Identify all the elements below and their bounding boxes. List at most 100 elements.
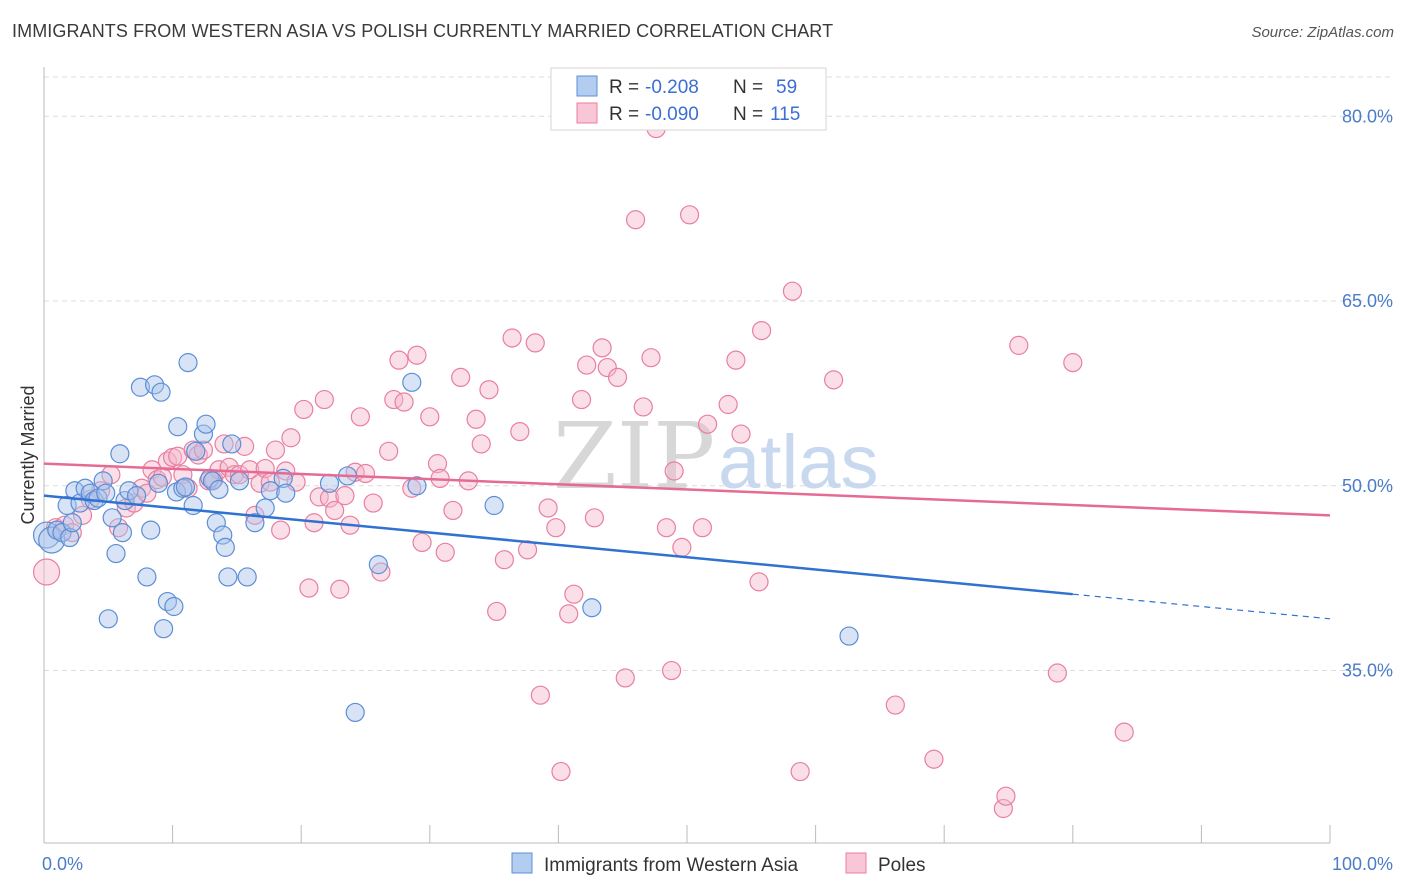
point-western-asia-58 <box>345 702 365 723</box>
point-western-asia-37 <box>183 495 203 516</box>
point-poles-107 <box>749 572 769 592</box>
point-poles-115 <box>996 786 1016 806</box>
series-legend-label-poles: Poles <box>878 855 926 876</box>
point-poles-110 <box>790 761 810 782</box>
point-poles-92 <box>615 668 635 688</box>
point-western-asia-15 <box>98 609 118 629</box>
point-poles-86 <box>571 389 592 410</box>
y-axis-title: Currently Married <box>18 385 38 524</box>
point-poles-89 <box>592 338 612 358</box>
point-western-asia-19 <box>112 522 133 543</box>
point-western-asia-56 <box>319 473 340 493</box>
point-western-asia-46 <box>215 537 235 557</box>
point-western-asia-24 <box>137 567 157 587</box>
point-western-asia-47 <box>218 567 238 587</box>
point-poles-27 <box>214 434 234 454</box>
point-western-asia-45 <box>213 525 233 545</box>
point-western-asia-33 <box>164 596 184 617</box>
point-poles-90 <box>597 357 617 378</box>
point-poles-79 <box>525 333 545 353</box>
point-poles-67 <box>435 542 455 562</box>
watermark-zip: ZIP <box>553 403 715 510</box>
point-western-asia-22 <box>126 486 147 506</box>
series-legend: Immigrants from Western Asia Poles <box>511 852 926 876</box>
point-poles-87 <box>577 355 597 375</box>
point-poles-85 <box>564 584 584 604</box>
point-western-asia-36 <box>178 353 198 373</box>
point-poles-59 <box>389 350 409 370</box>
point-western-asia-44 <box>209 479 229 500</box>
point-poles-98 <box>661 660 682 681</box>
point-poles-23 <box>193 440 214 460</box>
point-western-asia-49 <box>229 471 250 491</box>
point-western-asia-53 <box>260 481 280 501</box>
point-poles-118 <box>1063 353 1083 373</box>
point-poles-69 <box>451 367 471 387</box>
legend-swatch-blue <box>576 75 598 97</box>
point-poles-81 <box>538 498 558 518</box>
point-poles-3 <box>62 522 82 543</box>
legend-n-value-blue: 59 <box>776 77 797 98</box>
point-poles-46 <box>314 389 334 410</box>
chart-title: IMMIGRANTS FROM WESTERN ASIA VS POLISH C… <box>12 21 834 41</box>
point-poles-47 <box>319 488 340 508</box>
point-poles-40 <box>281 428 301 448</box>
point-poles-0 <box>32 558 61 586</box>
point-western-asia-17 <box>106 543 126 564</box>
point-poles-113 <box>924 749 944 769</box>
point-poles-72 <box>471 434 491 454</box>
point-western-asia-29 <box>153 619 174 639</box>
point-western-asia-18 <box>110 444 130 464</box>
point-poles-16 <box>157 451 178 471</box>
point-poles-103 <box>697 414 718 434</box>
stats-legend: R = -0.208 N = 59 R = -0.090 N = 115 <box>550 67 827 131</box>
point-poles-4 <box>72 505 93 525</box>
point-poles-106 <box>731 424 751 444</box>
trend-line-western-asia <box>43 494 1073 596</box>
point-western-asia-38 <box>186 441 206 461</box>
point-poles-83 <box>551 761 571 782</box>
point-poles-119 <box>1114 722 1134 742</box>
point-western-asia-27 <box>148 473 169 493</box>
point-poles-65 <box>427 454 448 474</box>
legend-r-label-pink: R = <box>609 104 639 125</box>
series-legend-swatch-western-asia <box>511 852 533 874</box>
x-tick-label-100: 100.0% <box>1332 854 1393 874</box>
point-poles-34 <box>250 473 270 493</box>
point-poles-94 <box>633 397 653 417</box>
legend-n-label-blue: N = <box>733 77 763 98</box>
point-western-asia-0 <box>32 521 61 549</box>
point-poles-114 <box>993 798 1013 819</box>
point-poles-38 <box>271 520 291 540</box>
point-poles-42 <box>294 399 314 420</box>
point-poles-57 <box>379 441 399 461</box>
trend-line-poles <box>43 462 1331 517</box>
point-western-asia-28 <box>151 382 171 402</box>
point-poles-117 <box>1047 663 1067 683</box>
point-poles-100 <box>672 537 692 557</box>
series-legend-swatch-poles <box>845 852 867 874</box>
point-poles-109 <box>782 281 803 301</box>
point-western-asia-26 <box>144 375 165 395</box>
point-western-asia-30 <box>157 591 178 612</box>
point-poles-45 <box>309 487 329 507</box>
point-western-asia-1 <box>38 526 66 554</box>
point-western-asia-13 <box>93 471 113 491</box>
point-poles-37 <box>265 440 286 460</box>
point-poles-53 <box>350 407 370 427</box>
legend-r-label-blue: R = <box>609 77 639 98</box>
point-poles-88 <box>584 508 605 528</box>
point-poles-54 <box>355 463 376 484</box>
point-western-asia-16 <box>102 508 122 528</box>
trend-line-western-asia-extension <box>1072 593 1331 620</box>
point-poles-84 <box>559 604 579 624</box>
point-poles-111 <box>824 370 844 390</box>
point-western-asia-40 <box>196 414 216 434</box>
point-western-asia-55 <box>276 483 296 503</box>
point-poles-76 <box>502 328 522 348</box>
series-legend-label-western-asia: Immigrants from Western Asia <box>544 855 799 876</box>
legend-n-value-pink: 115 <box>770 104 800 125</box>
point-poles-64 <box>420 407 440 427</box>
point-poles-116 <box>1009 335 1029 355</box>
